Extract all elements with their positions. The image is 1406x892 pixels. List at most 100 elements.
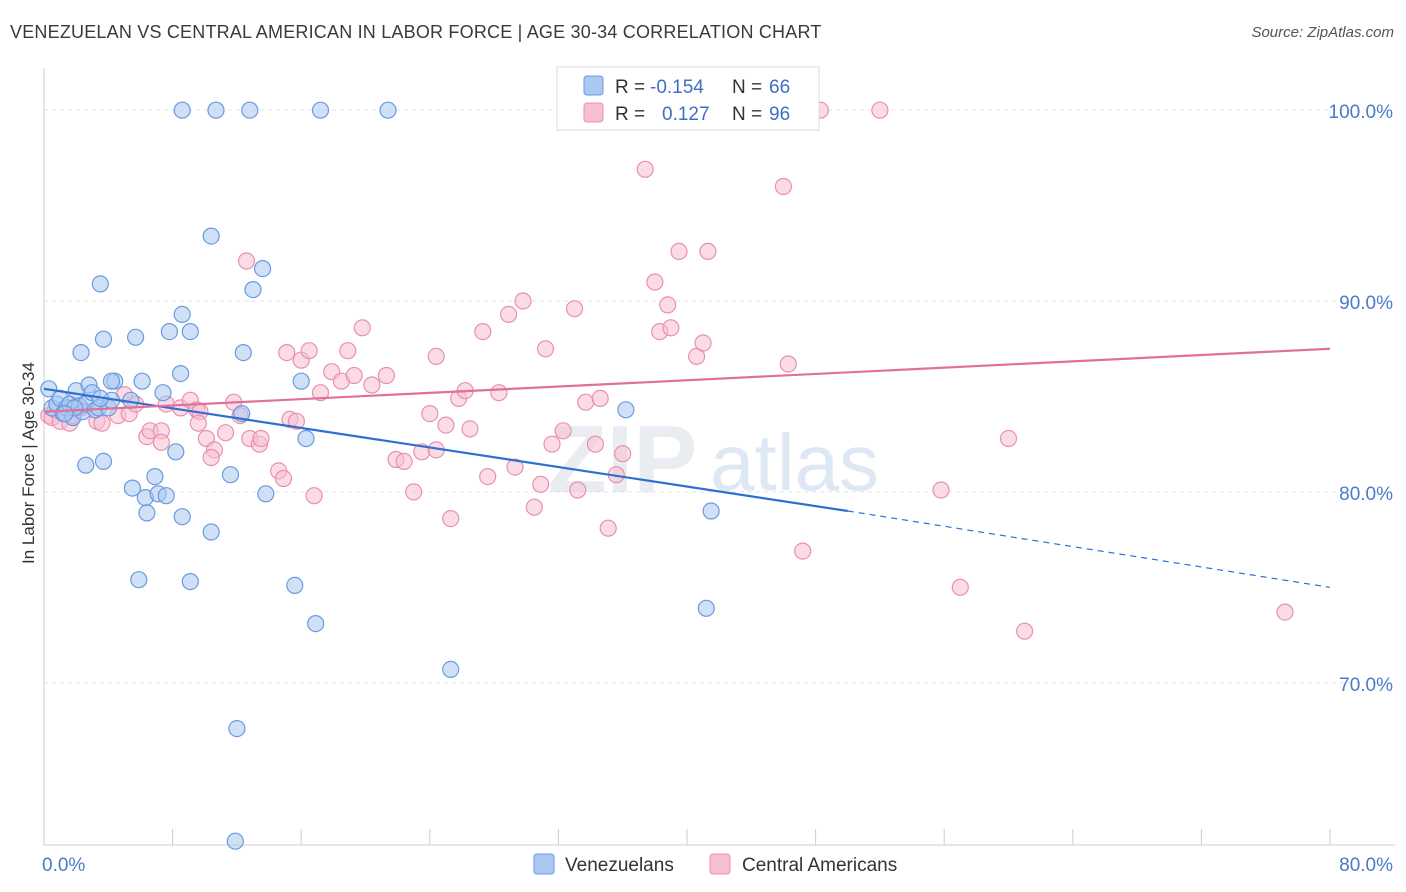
point-central-americans-18 bbox=[152, 433, 170, 451]
y-tick-label-1: 90.0% bbox=[1339, 293, 1393, 314]
point-central-americans-72 bbox=[577, 393, 595, 411]
point-venezuelans-43 bbox=[221, 466, 240, 484]
point-central-americans-69 bbox=[554, 422, 572, 440]
point-central-americans-71 bbox=[569, 481, 587, 499]
point-central-americans-55 bbox=[442, 509, 460, 528]
point-venezuelans-36 bbox=[167, 443, 185, 461]
point-venezuelans-34 bbox=[146, 468, 164, 486]
legend-r-value-venezuelans: -0.154 bbox=[650, 77, 704, 98]
point-venezuelans-46 bbox=[130, 571, 148, 589]
point-central-americans-61 bbox=[490, 384, 508, 402]
point-venezuelans-56 bbox=[286, 576, 304, 595]
point-central-americans-62 bbox=[500, 305, 518, 323]
point-venezuelans-33 bbox=[157, 487, 175, 505]
legend-n-value-venezuelans: 66 bbox=[769, 77, 790, 98]
x-tick-labels: 0.0% 80.0% bbox=[42, 855, 1393, 876]
trend-line-central-americans bbox=[43, 347, 1331, 413]
point-central-americans-67 bbox=[536, 340, 555, 358]
point-central-americans-88 bbox=[774, 177, 793, 196]
point-venezuelans-66 bbox=[379, 101, 397, 119]
legend-r-value-central-americans: 0.127 bbox=[662, 104, 710, 125]
point-central-americans-50 bbox=[405, 483, 423, 501]
point-central-americans-73 bbox=[586, 435, 605, 453]
trend-line-extension-venezuelans bbox=[847, 510, 1331, 588]
point-venezuelans-31 bbox=[138, 504, 156, 522]
point-venezuelans-27 bbox=[77, 456, 95, 474]
y-tick-label-3: 70.0% bbox=[1339, 675, 1393, 696]
point-venezuelans-37 bbox=[133, 372, 151, 390]
point-central-americans-70 bbox=[565, 300, 584, 318]
point-venezuelans-63 bbox=[207, 101, 225, 119]
point-central-americans-94 bbox=[951, 578, 969, 596]
point-venezuelans-28 bbox=[94, 452, 113, 470]
point-central-americans-40 bbox=[311, 384, 330, 402]
y-tick-label-2: 80.0% bbox=[1339, 484, 1393, 505]
point-venezuelans-54 bbox=[297, 429, 315, 448]
point-venezuelans-50 bbox=[254, 260, 272, 278]
point-venezuelans-26 bbox=[154, 384, 172, 402]
y-axis-label: In Labor Force | Age 30-34 bbox=[19, 362, 38, 564]
point-central-americans-83 bbox=[670, 242, 688, 260]
point-central-americans-65 bbox=[525, 498, 543, 516]
legend-n-value-central-americans: 96 bbox=[769, 104, 790, 125]
point-central-americans-39 bbox=[305, 487, 323, 505]
point-central-americans-93 bbox=[932, 481, 950, 499]
point-venezuelans-29 bbox=[123, 479, 141, 497]
legend-swatch-venezuelans bbox=[583, 75, 604, 96]
point-central-americans-89 bbox=[779, 355, 797, 373]
y-tick-label-0: 100.0% bbox=[1329, 102, 1394, 123]
legend-n-label-2: N = bbox=[732, 104, 762, 125]
point-venezuelans-39 bbox=[160, 323, 178, 341]
y-tick-labels: 100.0% 90.0% 80.0% 70.0% bbox=[1329, 102, 1394, 696]
chart-title: VENEZUELAN VS CENTRAL AMERICAN IN LABOR … bbox=[10, 22, 822, 42]
point-venezuelans-24 bbox=[72, 344, 90, 362]
point-venezuelans-19 bbox=[102, 372, 121, 390]
point-central-americans-44 bbox=[345, 366, 363, 385]
point-central-americans-33 bbox=[274, 469, 293, 488]
point-venezuelans-55 bbox=[292, 372, 310, 390]
point-central-americans-90 bbox=[794, 542, 812, 560]
point-central-americans-54 bbox=[437, 416, 455, 434]
correlation-legend: R = -0.154 N = 66 R = 0.127 N = 96 bbox=[556, 66, 820, 131]
point-venezuelans-53 bbox=[257, 485, 275, 503]
bottom-legend-swatch-venezuelans bbox=[533, 853, 555, 875]
point-central-americans-49 bbox=[395, 452, 413, 470]
point-venezuelans-59 bbox=[617, 401, 635, 419]
point-venezuelans-60 bbox=[228, 719, 246, 738]
point-central-americans-86 bbox=[699, 242, 717, 260]
point-venezuelans-49 bbox=[244, 281, 262, 299]
trend-line-venezuelans bbox=[43, 387, 848, 513]
point-central-americans-60 bbox=[479, 468, 497, 486]
point-venezuelans-41 bbox=[181, 323, 199, 341]
legend-r-label-2: R = bbox=[615, 104, 645, 125]
x-tick-label-max: 80.0% bbox=[1339, 855, 1393, 876]
point-venezuelans-68 bbox=[697, 599, 715, 617]
point-central-americans-31 bbox=[252, 429, 270, 448]
point-venezuelans-62 bbox=[173, 101, 191, 119]
series-legend: Venezuelans Central Americans bbox=[533, 853, 897, 876]
point-venezuelans-23 bbox=[56, 405, 74, 423]
point-venezuelans-57 bbox=[307, 614, 325, 633]
legend-n-label: N = bbox=[732, 77, 762, 98]
bottom-legend-swatch-central-americans bbox=[709, 853, 731, 875]
point-central-americans-74 bbox=[591, 389, 609, 407]
point-venezuelans-42 bbox=[172, 365, 190, 383]
point-central-americans-97 bbox=[1276, 603, 1294, 621]
point-central-americans-75 bbox=[599, 519, 617, 537]
point-central-americans-66 bbox=[532, 475, 550, 493]
axes bbox=[43, 68, 1395, 846]
point-central-americans-58 bbox=[461, 420, 479, 438]
point-central-americans-59 bbox=[474, 323, 492, 341]
point-central-americans-35 bbox=[287, 412, 305, 430]
point-venezuelans-61 bbox=[226, 832, 244, 850]
point-central-americans-96 bbox=[1015, 622, 1034, 640]
point-central-americans-38 bbox=[300, 342, 318, 360]
point-central-americans-47 bbox=[377, 366, 395, 385]
point-central-americans-77 bbox=[614, 445, 632, 463]
grid-lines bbox=[44, 109, 1395, 684]
bottom-legend-venezuelans: Venezuelans bbox=[565, 855, 674, 876]
point-venezuelans-35 bbox=[173, 508, 191, 526]
point-venezuelans-51 bbox=[234, 344, 252, 362]
point-central-americans-101 bbox=[189, 414, 207, 432]
point-central-americans-53 bbox=[427, 347, 445, 365]
